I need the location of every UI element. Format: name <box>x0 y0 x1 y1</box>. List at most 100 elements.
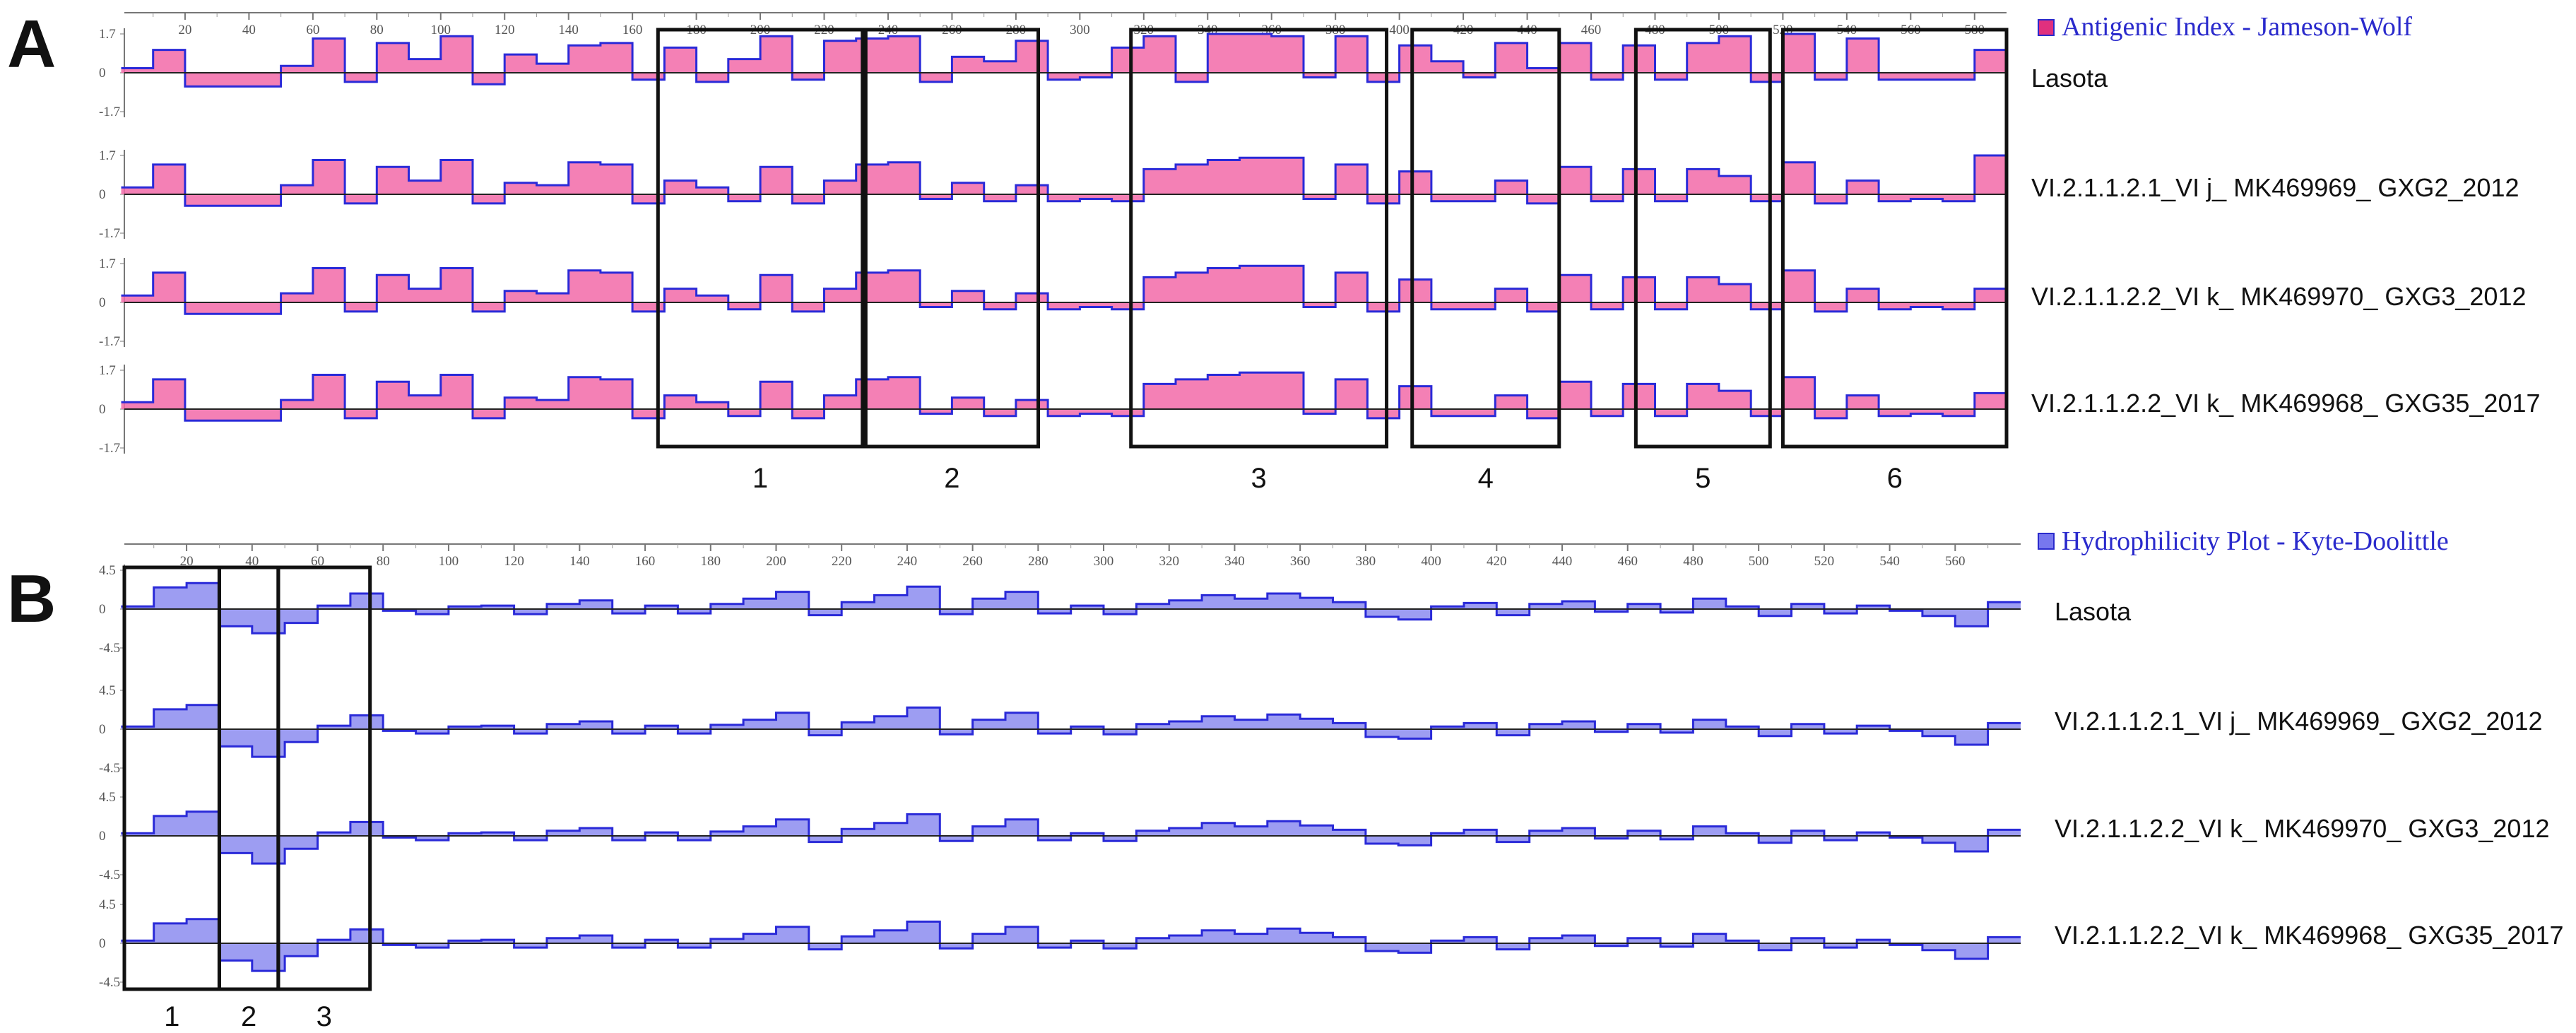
y-tick-label: 4.5 <box>99 897 116 912</box>
region-label: 3 <box>1251 463 1267 494</box>
sequence-label: VI.2.1.1.2.1_VI j_ MK469969_ GXG2_2012 <box>2031 173 2519 202</box>
region-box-3 <box>276 565 372 991</box>
series-line <box>121 33 2007 88</box>
y-tick-label: -1.7 <box>99 441 120 456</box>
region-label: 2 <box>944 463 959 494</box>
y-tick-label: 1.7 <box>99 27 116 42</box>
region-box-1 <box>656 28 865 449</box>
panel-a: A Antigenic Index - Jameson-Wolf 20 40 60 8… <box>7 6 2541 494</box>
region-label: 5 <box>1695 463 1711 494</box>
x-tick-label: 280 <box>1028 554 1048 569</box>
x-tick-label: 120 <box>495 23 515 37</box>
series-line <box>121 264 2007 315</box>
region-label: 1 <box>752 463 768 494</box>
x-ticks-b: 20 40 60 80 100 120 140 160 180 200 220 240 260 280 30… <box>153 544 1989 569</box>
sequence-label: Lasota <box>2031 64 2108 93</box>
boxes-b: 1 2 3 <box>122 565 372 1032</box>
y-tick-label: 0 <box>99 602 106 617</box>
x-tick-label: 380 <box>1356 554 1376 569</box>
x-tick-label: 460 <box>1581 23 1602 37</box>
track-b-3: 4.5 0 -4.5 <box>99 790 2021 883</box>
x-tick-label: 520 <box>1814 554 1835 569</box>
x-tick-label: 500 <box>1749 554 1769 569</box>
y-tick-label: 0 <box>99 936 106 951</box>
x-tick-label: 260 <box>962 554 983 569</box>
track-a-4: 1.7 0 -1.7 <box>99 363 2007 456</box>
region-label: 4 <box>1478 463 1494 494</box>
series-area <box>121 372 2007 421</box>
region-box-3 <box>1129 28 1389 449</box>
series-line <box>121 154 2007 207</box>
y-tick-label: -1.7 <box>99 334 120 349</box>
x-tick-label: 140 <box>569 554 590 569</box>
x-tick-label: 240 <box>897 554 918 569</box>
y-tick-label: -1.7 <box>99 226 120 241</box>
series-line <box>121 371 2007 422</box>
x-tick-label: 360 <box>1290 554 1311 569</box>
sequence-labels-a: Lasota VI.2.1.1.2.1_VI j_ MK469969_ GXG2_… <box>2031 64 2541 418</box>
track-a-3: 1.7 0 -1.7 <box>99 256 2007 349</box>
track-b-2: 4.5 0 -4.5 <box>99 683 2021 776</box>
sequence-labels-b: Lasota VI.2.1.1.2.1_VI j_ MK469969_ GXG2_… <box>2055 597 2564 950</box>
region-label: 3 <box>317 1001 332 1032</box>
tracks-b: 4.5 0 -4.5 4.5 0 -4.5 4.5 0 -4.5 4.5 0 -4.5 <box>99 563 2021 990</box>
panel-letter-a: A <box>7 6 56 82</box>
region-label: 6 <box>1887 463 1903 494</box>
x-tick-label: 120 <box>504 554 524 569</box>
x-tick-label: 320 <box>1159 554 1179 569</box>
tracks-a: 1.7 0 -1.7 1.7 0 -1.7 1.7 0 -1.7 1.7 0 -1.7 <box>99 27 2007 456</box>
y-tick-label: 4.5 <box>99 790 116 805</box>
x-tick-label: 440 <box>1552 554 1573 569</box>
y-tick-label: 0 <box>99 66 106 81</box>
x-tick-label: 160 <box>635 554 656 569</box>
legend-swatch-hydrophilicity <box>2038 533 2055 550</box>
x-tick-label: 60 <box>311 554 324 569</box>
x-tick-label: 40 <box>245 554 259 569</box>
x-ticks-a: 20 40 60 80 100 120 140 160 180 200 220 240 260 280 30… <box>153 13 1985 37</box>
region-box-2 <box>863 28 1041 449</box>
track-a-1: 1.7 0 -1.7 <box>99 27 2007 119</box>
y-tick-label: 1.7 <box>99 256 116 271</box>
y-tick-label: 0 <box>99 402 106 417</box>
series-area <box>121 34 2007 87</box>
y-tick-label: 0 <box>99 295 106 310</box>
x-tick-label: 480 <box>1683 554 1703 569</box>
y-tick-label: -1.7 <box>99 105 120 119</box>
x-tick-label: 180 <box>701 554 721 569</box>
region-box-6 <box>1780 28 2009 449</box>
x-tick-label: 60 <box>306 23 319 37</box>
x-tick-label: 420 <box>1487 554 1507 569</box>
x-tick-label: 300 <box>1094 554 1114 569</box>
x-tick-label: 300 <box>1070 23 1090 37</box>
x-tick-label: 340 <box>1224 554 1245 569</box>
track-a-2: 1.7 0 -1.7 <box>99 148 2007 241</box>
series-line <box>121 810 2021 865</box>
y-tick-label: 4.5 <box>99 563 116 578</box>
y-tick-label: -4.5 <box>99 868 120 883</box>
x-tick-label: 160 <box>622 23 643 37</box>
region-box-5 <box>1633 28 1772 449</box>
y-tick-label: 1.7 <box>99 363 116 378</box>
x-tick-label: 140 <box>558 23 579 37</box>
region-box-4 <box>1410 28 1561 449</box>
sequence-label: VI.2.1.1.2.2_VI k_ MK469968_ GXG35_2017 <box>2055 921 2564 950</box>
legend-swatch-antigenic <box>2038 19 2055 36</box>
x-tick-label: 20 <box>178 23 191 37</box>
boxes-a: 1 2 3 4 5 6 <box>656 28 2009 494</box>
series-area <box>121 266 2007 314</box>
region-label: 1 <box>164 1001 179 1032</box>
panel-letter-b: B <box>7 561 56 637</box>
x-tick-label: 200 <box>766 554 786 569</box>
y-tick-label: -4.5 <box>99 641 120 656</box>
x-tick-label: 220 <box>832 554 852 569</box>
sequence-label: VI.2.1.1.2.2_VI k_ MK469970_ GXG3_2012 <box>2031 282 2527 311</box>
x-tick-label: 460 <box>1617 554 1638 569</box>
x-tick-label: 20 <box>180 554 194 569</box>
sequence-label: VI.2.1.1.2.2_VI k_ MK469968_ GXG35_2017 <box>2031 389 2541 418</box>
series-line <box>121 918 2021 972</box>
sequence-label: VI.2.1.1.2.1_VI j_ MK469969_ GXG2_2012 <box>2055 707 2543 736</box>
series-area <box>121 155 2007 206</box>
series-line <box>121 704 2021 758</box>
y-tick-label: -4.5 <box>99 975 120 990</box>
